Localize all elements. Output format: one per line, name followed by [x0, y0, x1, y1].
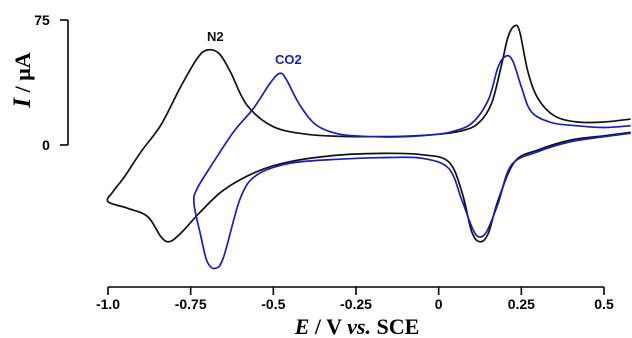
- x-tick-label: -0.25: [340, 296, 372, 312]
- x-ticks: -1.0 -0.75 -0.5 -0.25 0 0.25 0.5: [96, 287, 614, 312]
- x-axis-vs: vs.: [347, 314, 371, 338]
- y-tick-label-0: 0: [42, 137, 50, 153]
- x-tick-label: -0.5: [261, 296, 285, 312]
- x-axis-unit: / V: [309, 314, 347, 338]
- x-tick-label: 0.25: [508, 296, 535, 312]
- x-tick-label: -1.0: [96, 296, 120, 312]
- y-axis-unit: / μA: [10, 52, 35, 98]
- series-label-co2: CO2: [275, 52, 302, 67]
- y-axis-var: I: [9, 97, 36, 109]
- x-axis-title: E / V vs. SCE: [294, 314, 420, 338]
- x-axis-var: E: [294, 314, 310, 338]
- series-co2-curve: [192, 54, 631, 270]
- x-axis-ref: SCE: [371, 314, 419, 338]
- x-tick-label: -0.75: [175, 296, 207, 312]
- x-tick-label: 0: [435, 296, 443, 312]
- series-n2-curve: [106, 24, 631, 243]
- series-label-n2: N2: [207, 29, 224, 44]
- x-tick-label: 0.5: [594, 296, 614, 312]
- y-axis-title: I / μA: [9, 52, 36, 108]
- y-tick-label-75: 75: [34, 12, 50, 28]
